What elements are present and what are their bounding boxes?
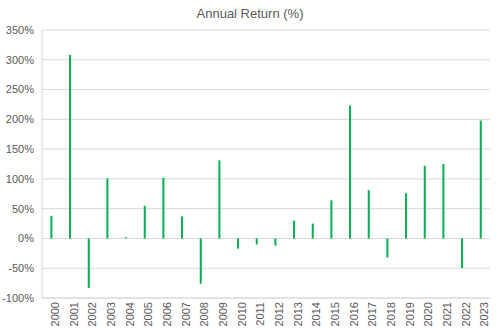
svg-text:2023: 2023 [478, 302, 490, 326]
svg-text:2013: 2013 [292, 302, 304, 326]
svg-text:2019: 2019 [404, 302, 416, 326]
svg-text:250%: 250% [8, 83, 34, 95]
svg-text:2008: 2008 [198, 302, 210, 326]
svg-text:2003: 2003 [105, 302, 117, 326]
svg-text:150%: 150% [8, 143, 34, 155]
svg-text:2015: 2015 [329, 302, 341, 326]
svg-text:0%: 0% [18, 232, 34, 244]
svg-text:2017: 2017 [366, 302, 378, 326]
svg-text:-50%: -50% [8, 262, 34, 274]
svg-text:2022: 2022 [460, 302, 472, 326]
svg-text:2020: 2020 [422, 302, 434, 326]
svg-text:2009: 2009 [217, 302, 229, 326]
svg-text:2006: 2006 [161, 302, 173, 326]
html-text:Annual Return (%): Annual Return (%) [196, 6, 304, 21]
svg-text:350%: 350% [8, 24, 34, 36]
svg-text:-100%: -100% [8, 292, 34, 304]
svg-text:50%: 50% [12, 203, 34, 215]
svg-text:2004: 2004 [124, 302, 136, 326]
svg-text:300%: 300% [8, 54, 34, 66]
svg-text:2014: 2014 [310, 302, 322, 326]
svg-text:100%: 100% [8, 173, 34, 185]
svg-text:2016: 2016 [348, 302, 360, 326]
svg-text:2018: 2018 [385, 302, 397, 326]
svg-text:2012: 2012 [273, 302, 285, 326]
svg-text:2001: 2001 [68, 302, 80, 326]
svg-text:2011: 2011 [254, 302, 266, 326]
svg-text:200%: 200% [8, 113, 34, 125]
svg-text:2007: 2007 [180, 302, 192, 326]
svg-text:2005: 2005 [142, 302, 154, 326]
svg-text:2010: 2010 [236, 302, 248, 326]
svg-text:2002: 2002 [86, 302, 98, 326]
svg-text:2000: 2000 [49, 302, 61, 326]
svg-text:2021: 2021 [441, 302, 453, 326]
